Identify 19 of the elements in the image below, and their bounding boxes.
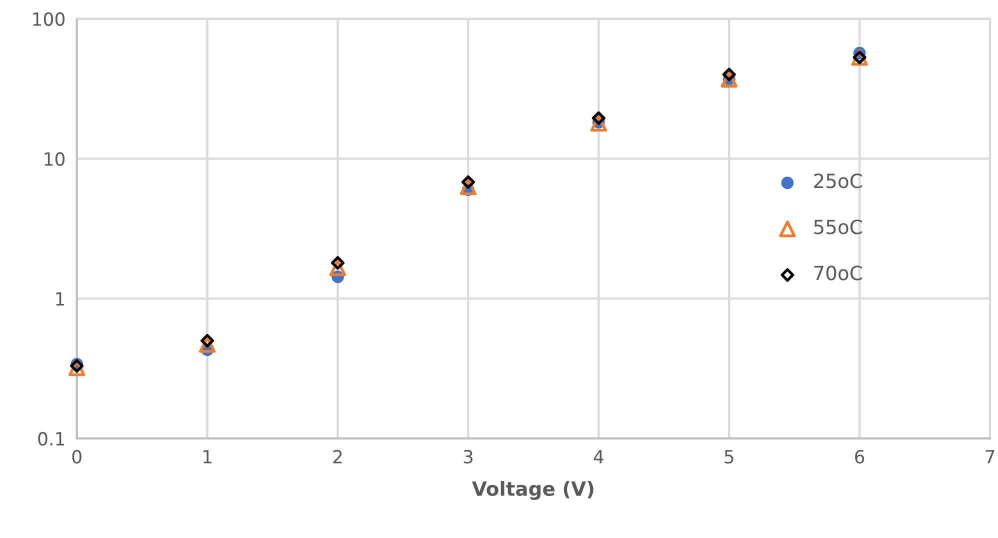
x-tick-label: 3 (464, 450, 472, 464)
x-tick-label: 6 (855, 450, 864, 464)
x-axis-title: Voltage (V) (472, 480, 594, 500)
x-tick-label: 1 (204, 450, 212, 464)
y-tick-label: 0.1 (38, 432, 64, 446)
legend-label: 70oC (814, 266, 862, 280)
legend-label: 25oC (814, 174, 862, 188)
x-tick-label: 4 (594, 450, 604, 464)
point (330, 256, 345, 270)
x-tick-label: 0 (72, 450, 82, 464)
legend-label: 55oC (814, 220, 862, 234)
y-tick-label: 10 (44, 152, 65, 166)
y-tick-label: 100 (33, 12, 65, 26)
y-tick-label: 1 (56, 292, 64, 306)
x-tick-label: 2 (333, 450, 342, 464)
x-tick-label: 5 (724, 450, 734, 464)
x-tick-label: 7 (986, 450, 994, 464)
point (592, 111, 606, 125)
point (722, 68, 736, 82)
